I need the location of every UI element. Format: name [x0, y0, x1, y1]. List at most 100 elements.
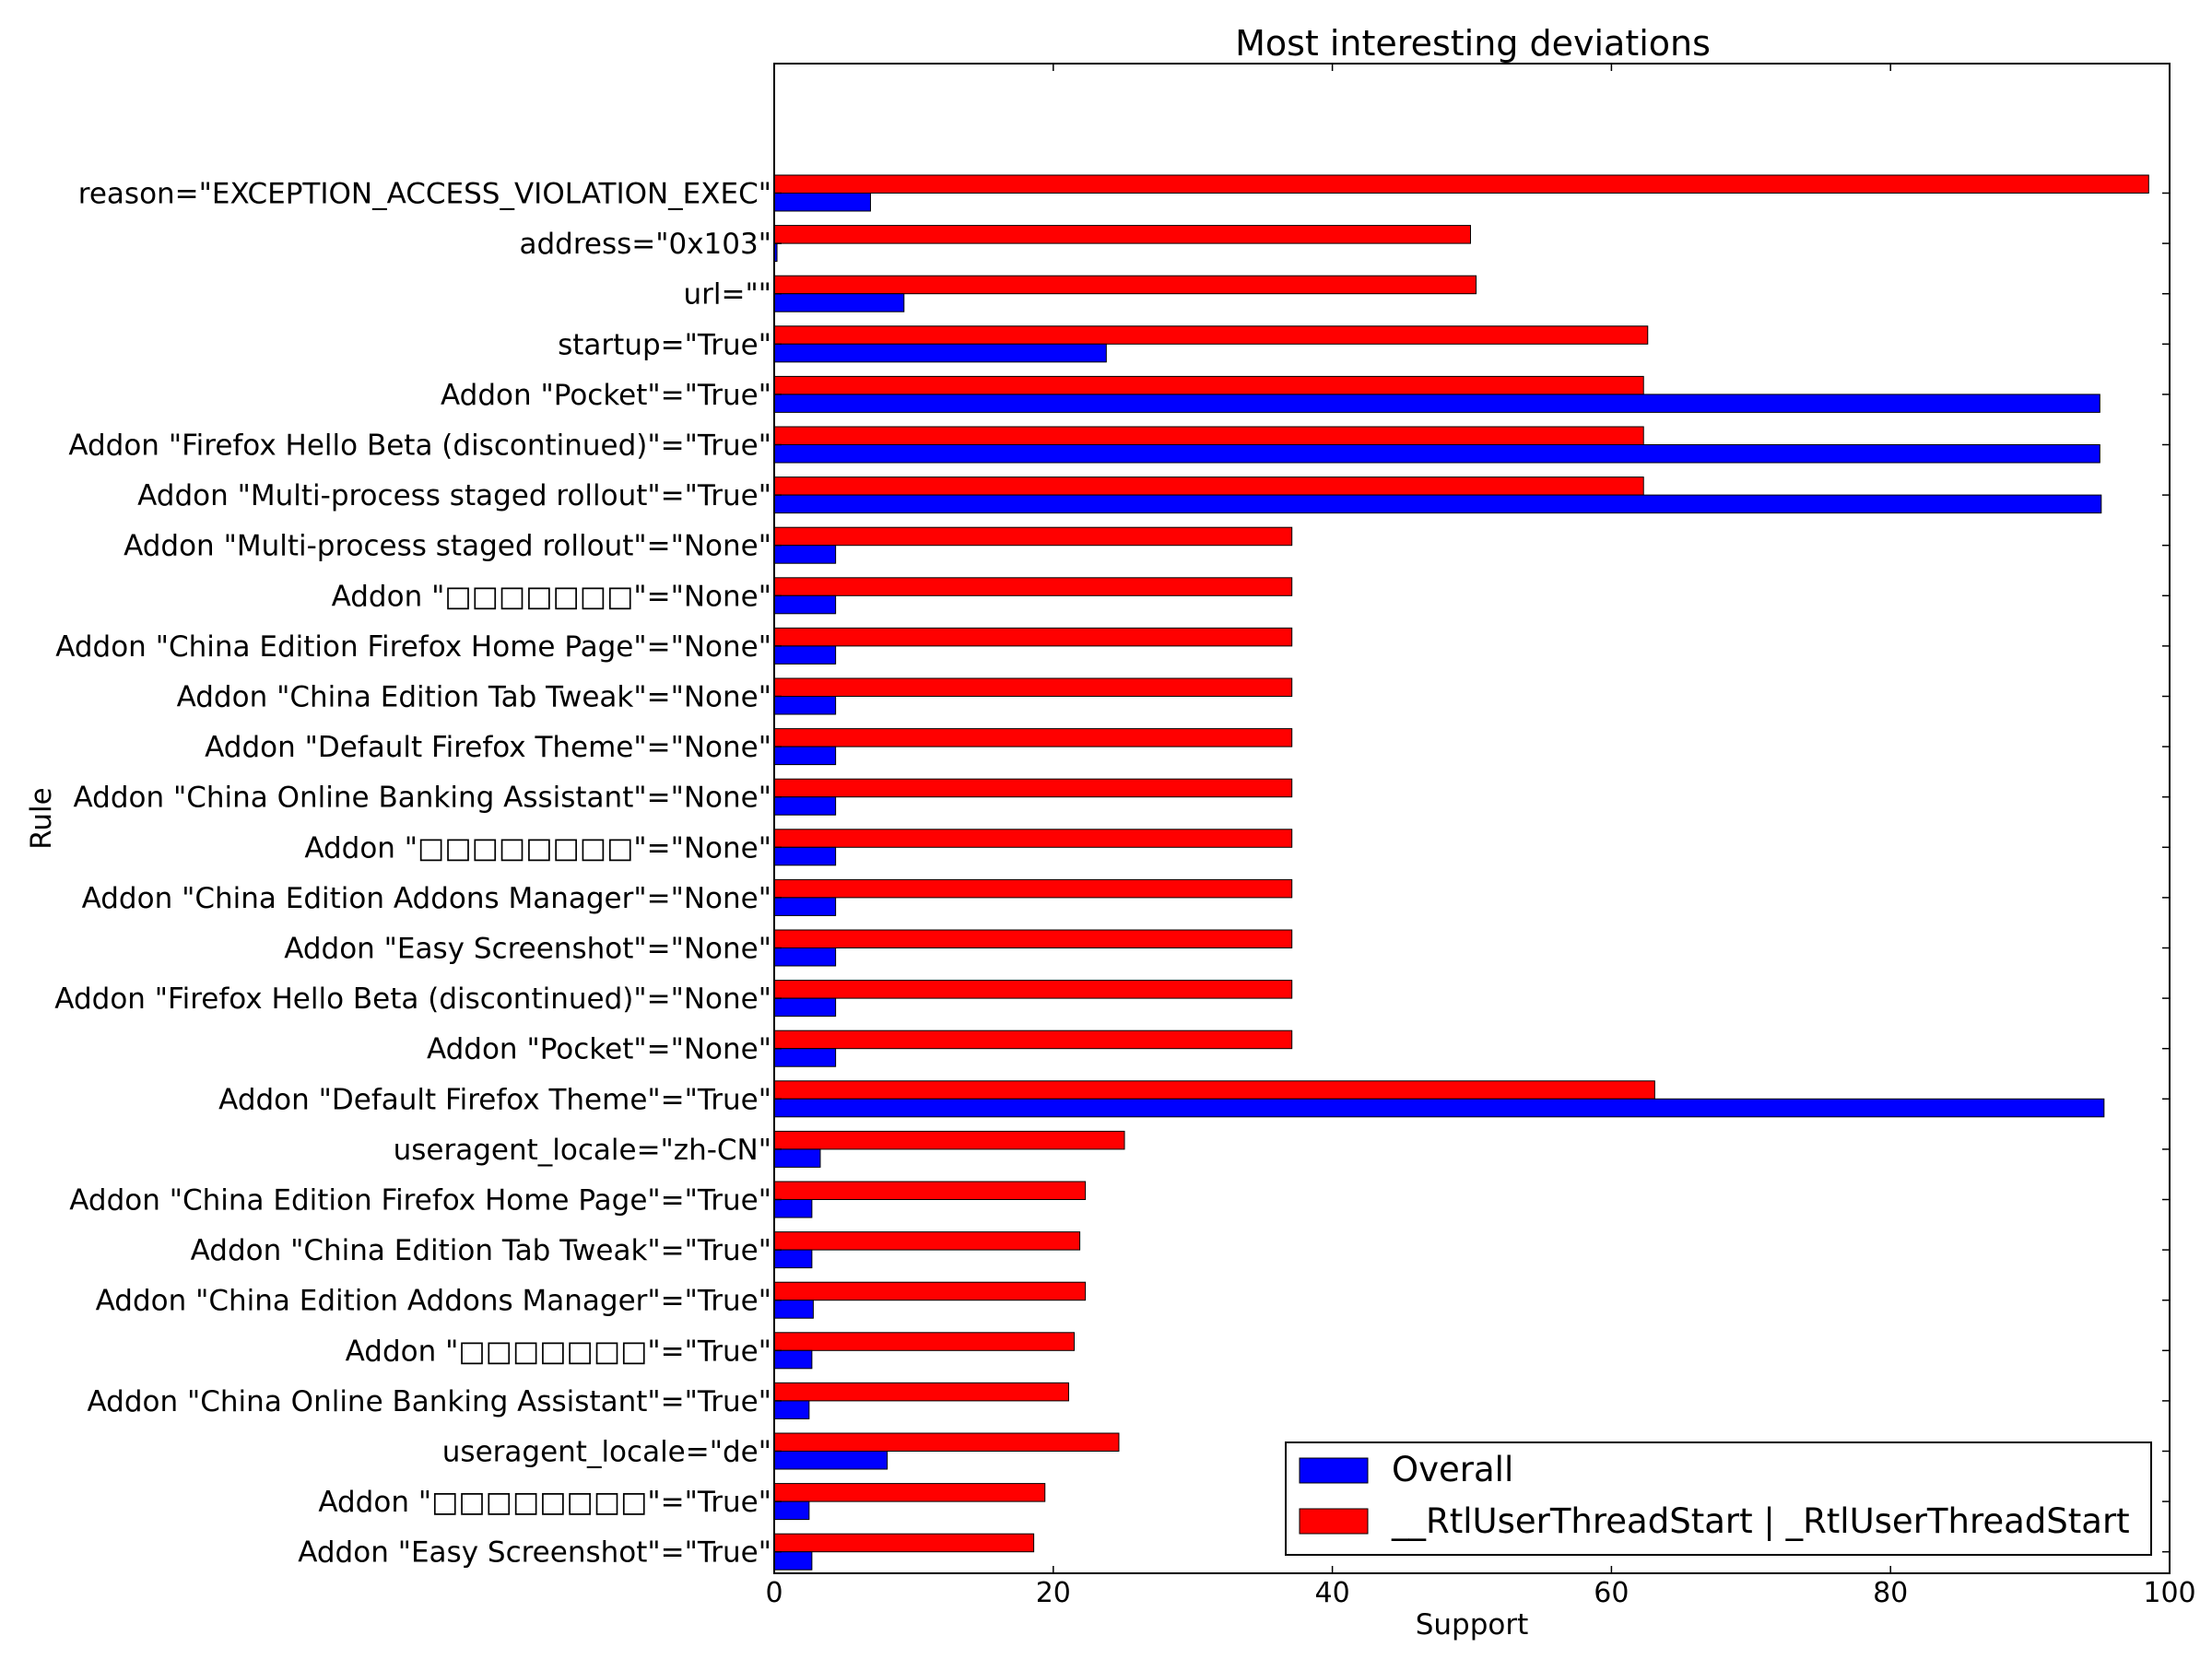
bar-rtl-7: [773, 526, 1293, 547]
bar-overall-3: [773, 343, 1107, 363]
y-axis-label: Rule: [25, 787, 58, 849]
y-tick-label: Addon "Default Firefox Theme"="None": [205, 731, 771, 764]
y-tick-label: address="0x103": [519, 228, 771, 261]
bar-rtl-8: [773, 577, 1293, 596]
plot-frame: [773, 63, 2171, 1574]
y-tick-label: reason="EXCEPTION_ACCESS_VIOLATION_EXEC": [78, 178, 771, 211]
bar-rtl-5: [773, 426, 1644, 445]
bar-overall-12: [773, 796, 837, 816]
y-tick-label: Addon "China Online Banking Assistant"="…: [73, 782, 771, 815]
x-tick-label: 100: [2143, 1577, 2195, 1609]
bar-overall-27: [773, 1551, 813, 1571]
y-tick-label: Addon "Pocket"="True": [441, 379, 771, 412]
bar-overall-26: [773, 1500, 810, 1521]
bar-rtl-14: [773, 878, 1293, 899]
bar-overall-9: [773, 645, 837, 665]
bar-overall-23: [773, 1349, 813, 1370]
bar-overall-7: [773, 545, 837, 564]
y-tick-label: Addon "Default Firefox Theme"="True": [218, 1083, 771, 1116]
y-tick-label: Addon "China Edition Firefox Home Page"=…: [55, 630, 771, 664]
bar-overall-10: [773, 696, 837, 715]
bar-rtl-1: [773, 225, 1471, 244]
y-tick-label: useragent_locale="zh-CN": [394, 1134, 771, 1167]
legend-label-overall: Overall: [1392, 1450, 1513, 1489]
bar-overall-14: [773, 897, 837, 916]
bar-overall-5: [773, 444, 2100, 464]
y-tick-label: Addon "China Edition Tab Tweak"="True": [191, 1234, 771, 1267]
legend: Overall __RtlUserThreadStart | _RtlUserT…: [1285, 1441, 2152, 1556]
x-ticks-layer: 0 20 40 60 80 100: [765, 64, 2196, 1609]
bar-overall-11: [773, 746, 837, 766]
y-tick-label: Addon "□□□□□□□"="True": [346, 1335, 771, 1368]
bar-rtl-6: [773, 477, 1644, 496]
y-tick-label: Addon "Easy Screenshot"="None": [284, 933, 771, 966]
bar-rtl-22: [773, 1281, 1087, 1301]
bar-rtl-25: [773, 1432, 1120, 1452]
y-tick-label: Addon "□□□□□□□"="None": [332, 580, 771, 613]
bar-overall-22: [773, 1300, 814, 1319]
bar-overall-13: [773, 846, 837, 866]
x-tick-label: 20: [1036, 1577, 1071, 1609]
bar-rtl-12: [773, 778, 1293, 798]
bar-rtl-26: [773, 1483, 1046, 1502]
bar-overall-4: [773, 394, 2100, 413]
y-tick-label: Addon "China Edition Firefox Home Page"=…: [69, 1184, 771, 1218]
bar-overall-6: [773, 494, 2102, 514]
bar-overall-25: [773, 1451, 888, 1470]
bar-rtl-10: [773, 677, 1293, 697]
y-tick-label: Addon "China Edition Addons Manager"="Tr…: [96, 1285, 771, 1318]
y-ticks-layer: reason="EXCEPTION_ACCESS_VIOLATION_EXEC"…: [54, 178, 2170, 1570]
y-tick-label: Addon "Easy Screenshot"="True": [298, 1536, 771, 1570]
y-tick-label: Addon "China Online Banking Assistant"="…: [88, 1385, 771, 1418]
y-tick-label: Addon "China Edition Tab Tweak"="None": [177, 681, 771, 714]
y-tick-label: Addon "Multi-process staged rollout"="Tr…: [137, 479, 771, 512]
bar-rtl-4: [773, 375, 1644, 395]
bar-overall-8: [773, 594, 837, 615]
y-tick-label: Addon "□□□□□□□□"="True": [318, 1486, 771, 1519]
bar-rtl-13: [773, 829, 1293, 848]
x-axis-label: Support: [1416, 1608, 1529, 1641]
bar-overall-24: [773, 1400, 810, 1419]
bar-rtl-21: [773, 1231, 1081, 1251]
bar-rtl-17: [773, 1030, 1293, 1050]
bar-rtl-20: [773, 1181, 1087, 1200]
x-tick-label: 60: [1594, 1577, 1629, 1609]
x-tick-label: 80: [1873, 1577, 1908, 1609]
bar-rtl-16: [773, 980, 1293, 999]
x-tick-label: 40: [1315, 1577, 1350, 1609]
y-tick-label: url="": [684, 278, 772, 312]
y-tick-label: Addon "Pocket"="None": [427, 1033, 771, 1066]
bar-overall-16: [773, 997, 837, 1018]
bar-rtl-27: [773, 1533, 1035, 1553]
bar-overall-18: [773, 1098, 2105, 1118]
y-tick-label: Addon "□□□□□□□□"="None": [304, 831, 771, 865]
bar-overall-2: [773, 293, 905, 312]
bar-rtl-15: [773, 929, 1293, 948]
bar-rtl-9: [773, 627, 1293, 647]
legend-swatch-overall: [1299, 1457, 1369, 1484]
bar-rtl-11: [773, 728, 1293, 747]
bar-overall-15: [773, 947, 837, 967]
bar-overall-20: [773, 1199, 813, 1218]
y-tick-label: Addon "Firefox Hello Beta (discontinued)…: [68, 429, 771, 463]
bar-overall-0: [773, 193, 871, 212]
bar-rtl-2: [773, 275, 1477, 295]
legend-label-rtl: __RtlUserThreadStart | _RtlUserThreadSta…: [1391, 1501, 2130, 1541]
bar-rtl-24: [773, 1382, 1069, 1402]
bar-rtl-23: [773, 1332, 1076, 1351]
legend-box: [1285, 1441, 2152, 1556]
bar-rtl-0: [773, 174, 2149, 194]
y-tick-label: Addon "Firefox Hello Beta (discontinued)…: [54, 982, 771, 1016]
y-tick-label: Addon "China Edition Addons Manager"="No…: [82, 882, 771, 915]
legend-swatch-rtl: [1299, 1508, 1369, 1535]
bar-rtl-19: [773, 1130, 1125, 1150]
y-tick-label: useragent_locale="de": [442, 1436, 771, 1469]
y-tick-label: startup="True": [558, 328, 771, 361]
bar-rtl-18: [773, 1080, 1655, 1100]
bars-layer: [773, 174, 2149, 1571]
bar-overall-19: [773, 1148, 821, 1168]
bar-overall-21: [773, 1249, 813, 1269]
y-tick-label: Addon "Multi-process staged rollout"="No…: [124, 530, 771, 563]
chart-title: Most interesting deviations: [1235, 23, 1711, 64]
